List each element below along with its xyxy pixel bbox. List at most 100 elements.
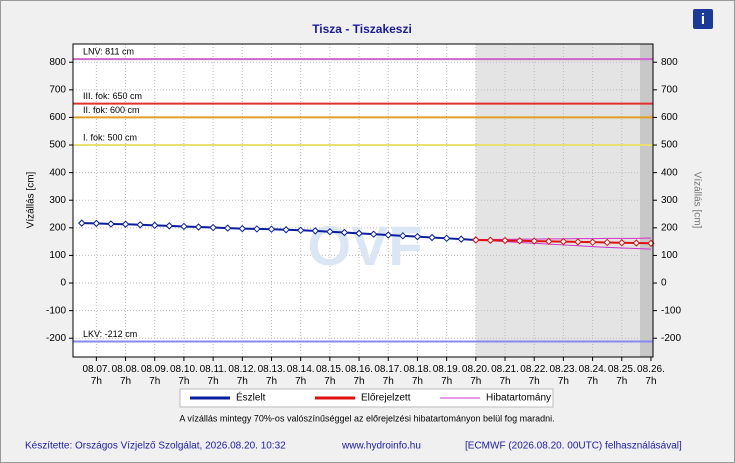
x-tick-label: 08.24. 7h: [579, 364, 607, 387]
data-point: [165, 222, 174, 230]
data-point: [238, 224, 247, 233]
data-point: [194, 223, 203, 231]
x-tick-label: 08.20. 7h: [462, 364, 490, 387]
series-line: [81, 222, 476, 241]
y-tick-label: -100: [46, 305, 66, 316]
data-point: [603, 238, 611, 247]
data-point: [588, 238, 597, 246]
data-point: [472, 236, 480, 244]
x-tick-label: 08.22. 7h: [520, 364, 548, 387]
legend-label: Előrejelzett: [361, 393, 411, 404]
y-tick-label: 0: [60, 278, 66, 289]
info-icon[interactable]: i: [693, 9, 713, 29]
data-point: [209, 223, 217, 232]
x-tick-label: 08.10. 7h: [170, 364, 198, 387]
data-point: [618, 239, 626, 247]
x-tick-label: 08.11. 7h: [200, 364, 227, 387]
data-point: [457, 235, 465, 243]
data-point: [311, 227, 319, 235]
y-tick-label: 200: [49, 222, 66, 233]
y-tick-label: 300: [49, 195, 66, 206]
y2-tick-label: 600: [661, 112, 678, 123]
y-tick-label: 700: [49, 84, 66, 95]
x-tick-label: 08.07. 7h: [82, 364, 110, 387]
x-tick-label: 08.12. 7h: [228, 364, 256, 387]
data-point: [136, 221, 144, 229]
x-tick-label: 08.21. 7h: [491, 364, 519, 387]
data-point: [384, 231, 392, 239]
data-point: [92, 219, 101, 228]
y2-axis-label: Vízállás [cm]: [691, 172, 702, 229]
data-point: [326, 227, 334, 236]
y2-tick-label: 300: [661, 195, 678, 206]
x-tick-label: 08.09. 7h: [141, 364, 169, 387]
y-axis-label: Vízállás [cm]: [26, 171, 37, 228]
y2-tick-label: 500: [661, 140, 678, 151]
data-point: [369, 230, 378, 238]
data-point: [428, 233, 436, 242]
y2-tick-label: -200: [661, 333, 681, 344]
data-point: [515, 237, 524, 245]
x-tick-label: 08.18. 7h: [404, 364, 432, 387]
data-point: [545, 237, 553, 246]
data-point: [413, 232, 422, 241]
x-tick-label: 08.16. 7h: [345, 364, 373, 387]
plot-frame: [72, 43, 654, 358]
watermark: OVF: [307, 214, 422, 277]
data-point: [355, 229, 363, 238]
y-tick-label: 400: [49, 167, 66, 178]
legend-label: Észlelt: [236, 391, 266, 404]
legend-label: Hibatartomány: [486, 393, 551, 404]
y-tick-label: -200: [46, 333, 66, 344]
data-point: [530, 237, 538, 245]
svg-text:i: i: [701, 11, 705, 28]
footer-model: [ECMWF (2026.08.20. 00UTC) felhasználásá…: [465, 441, 682, 452]
note: A vízállás mintegy 70%-os valószínűségge…: [179, 413, 554, 423]
footer-author: Készítette: Országos Vízjelző Szolgálat,…: [25, 441, 286, 452]
data-point: [151, 221, 159, 230]
data-point: [223, 224, 232, 232]
x-tick-label: 08.26. 7h: [637, 364, 665, 387]
y-tick-label: 100: [49, 250, 66, 261]
y2-tick-label: 0: [661, 278, 667, 289]
x-tick-label: 08.23. 7h: [549, 364, 577, 387]
chart-title: Tisza - Tiszakeszi: [312, 22, 412, 36]
data-point: [107, 220, 115, 228]
data-point: [574, 238, 582, 246]
y-tick-label: 600: [49, 112, 66, 123]
data-point: [632, 239, 641, 247]
threshold-label: I. fok: 500 cm: [83, 132, 137, 142]
x-tick-label: 08.14. 7h: [287, 364, 315, 387]
end-band: [640, 44, 653, 357]
y2-tick-label: 400: [661, 167, 678, 178]
y2-tick-label: 100: [661, 250, 678, 261]
footer-site: www.hydroinfo.hu: [341, 441, 421, 452]
data-point: [486, 236, 495, 244]
data-point: [399, 232, 407, 240]
x-tick-label: 08.19. 7h: [433, 364, 461, 387]
threshold-label: LKV: -212 cm: [83, 329, 137, 339]
legend-box: [179, 388, 554, 408]
data-point: [180, 222, 188, 231]
data-point: [559, 237, 568, 246]
data-point: [78, 219, 86, 227]
data-point: [501, 236, 509, 245]
x-tick-label: 08.17. 7h: [374, 364, 402, 387]
threshold-label: LNV: 811 cm: [83, 47, 134, 57]
data-point: [253, 225, 261, 233]
y2-tick-label: 800: [661, 57, 678, 68]
x-tick-label: 08.13. 7h: [258, 364, 286, 387]
data-point: [340, 228, 349, 237]
x-tick-label: 08.25. 7h: [608, 364, 636, 387]
y2-tick-label: 200: [661, 222, 678, 233]
data-point: [121, 220, 130, 228]
data-point: [296, 226, 305, 235]
data-point: [267, 225, 276, 233]
x-tick-label: 08.15. 7h: [316, 364, 344, 387]
x-tick-label: 08.08. 7h: [112, 364, 140, 387]
threshold-label: II. fok: 600 cm: [83, 105, 140, 115]
data-point: [282, 226, 290, 234]
y-tick-label: 500: [49, 140, 66, 151]
y2-tick-label: -100: [661, 305, 681, 316]
